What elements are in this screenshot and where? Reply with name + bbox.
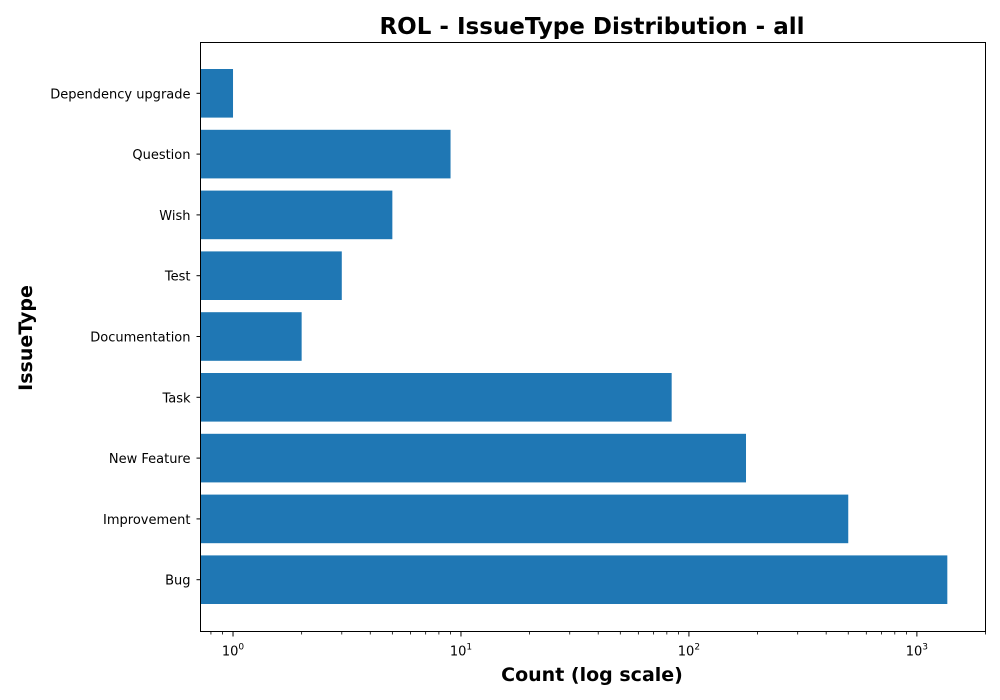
y-tick-label: Bug: [165, 574, 190, 589]
bar-bug: [200, 555, 948, 604]
bars-group: [200, 69, 948, 604]
x-tick-label: 101: [450, 643, 472, 660]
bar-test: [200, 251, 342, 300]
bar-task: [200, 373, 672, 422]
x-tick-label: 103: [906, 643, 928, 660]
y-tick-label: Task: [161, 391, 191, 406]
x-axis-label: Count (log scale): [501, 664, 683, 686]
bar-question: [200, 129, 451, 179]
plot-frame: [200, 42, 986, 632]
y-tick-label: Documentation: [90, 331, 190, 346]
y-tick-label: Test: [164, 270, 191, 285]
x-tick-label: 102: [678, 643, 700, 660]
bar-improvement: [200, 494, 849, 544]
y-tick-label: Dependency upgrade: [50, 87, 190, 102]
y-tick-label: Improvement: [103, 513, 190, 528]
chart-title: ROL - IssueType Distribution - all: [379, 14, 804, 40]
bar-dependency-upgrade: [200, 69, 234, 118]
bar-wish: [200, 190, 393, 240]
y-tick-label: Question: [132, 148, 190, 163]
y-axis-label: IssueType: [15, 285, 37, 391]
y-tick-label: Wish: [159, 209, 190, 224]
y-tick-label: New Feature: [109, 452, 191, 467]
x-tick-label: 100: [222, 643, 245, 660]
bar-documentation: [200, 312, 302, 361]
y-axis-ticks: Dependency upgrade Question Wish Test Docume…: [50, 87, 201, 589]
x-axis-ticks: 100 101 102 103: [210, 631, 986, 660]
bar-new-feature: [200, 433, 747, 483]
